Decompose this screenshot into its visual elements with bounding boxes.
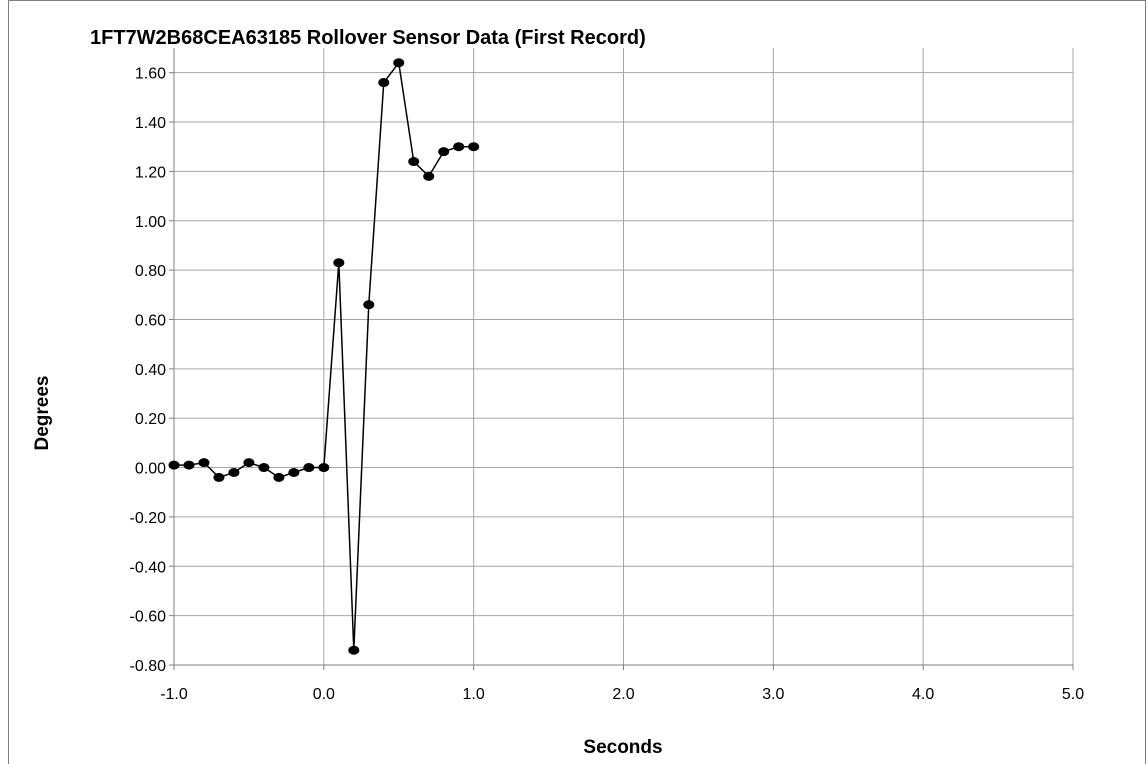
data-point xyxy=(453,142,465,152)
data-point xyxy=(183,460,195,470)
x-tick-label: 0.0 xyxy=(313,686,335,703)
y-tick-label: -0.20 xyxy=(130,510,167,527)
data-point xyxy=(228,467,240,477)
x-tick-label: 3.0 xyxy=(762,686,784,703)
data-point xyxy=(213,472,225,482)
axes xyxy=(169,48,1074,670)
chart-frame xyxy=(8,0,1146,764)
x-tick-label: 4.0 xyxy=(912,686,934,703)
y-tick-label: 1.60 xyxy=(135,66,166,83)
data-point xyxy=(393,58,405,68)
x-tick-label: -1.0 xyxy=(160,686,188,703)
y-tick-label: 1.20 xyxy=(135,164,166,181)
data-point xyxy=(438,147,450,157)
data-point xyxy=(303,463,315,473)
tick-labels: -0.80 -0.60 -0.40 -0.20 0.00 0.20 0.40 0.60 0.80… xyxy=(130,66,1085,703)
data-point xyxy=(363,300,375,310)
data-point xyxy=(168,460,180,470)
series xyxy=(168,58,480,655)
data-point xyxy=(198,458,210,468)
data-point xyxy=(408,157,420,167)
x-axis-label: Seconds xyxy=(583,737,662,758)
y-axis-label: Degrees xyxy=(32,376,53,451)
data-point xyxy=(243,458,255,468)
y-tick-label: -0.40 xyxy=(130,559,167,576)
y-tick-label: 1.00 xyxy=(135,214,166,231)
data-point xyxy=(348,645,360,655)
y-tick-label: -0.60 xyxy=(130,609,167,626)
data-point xyxy=(333,258,345,268)
x-tick-label: 1.0 xyxy=(463,686,485,703)
y-tick-label: 0.80 xyxy=(135,263,166,280)
y-tick-label: 1.40 xyxy=(135,115,166,132)
data-point xyxy=(423,171,435,181)
y-tick-label: 0.40 xyxy=(135,362,166,379)
y-tick-label: 0.60 xyxy=(135,312,166,329)
y-tick-label: 0.00 xyxy=(135,461,166,478)
x-tick-label: 2.0 xyxy=(612,686,634,703)
y-tick-label: 0.20 xyxy=(135,411,166,428)
y-tick-label: -0.80 xyxy=(130,658,167,675)
data-point xyxy=(318,463,330,473)
chart-title: 1FT7W2B68CEA63185 Rollover Sensor Data (… xyxy=(90,27,646,49)
data-point xyxy=(273,472,285,482)
x-tick-label: 5.0 xyxy=(1062,686,1084,703)
data-point xyxy=(288,467,300,477)
data-point xyxy=(258,463,270,473)
grid xyxy=(173,48,1074,666)
data-point xyxy=(468,142,480,152)
data-point xyxy=(378,78,390,88)
